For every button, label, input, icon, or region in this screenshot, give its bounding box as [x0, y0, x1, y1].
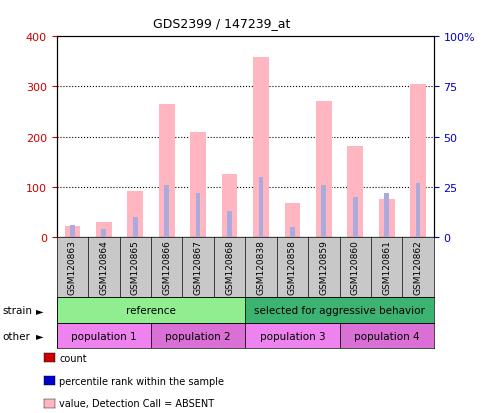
Text: count: count [59, 353, 87, 363]
Text: GSM120858: GSM120858 [288, 239, 297, 294]
Text: ►: ► [35, 331, 43, 341]
Bar [245, 323, 340, 349]
Bar [348, 146, 363, 237]
Text: GSM120868: GSM120868 [225, 239, 234, 294]
Text: selected for aggressive behavior: selected for aggressive behavior [254, 305, 425, 315]
Bar [151, 323, 245, 349]
Bar [57, 297, 245, 323]
Text: population 2: population 2 [165, 331, 231, 341]
Bar [96, 223, 112, 237]
Text: GSM120860: GSM120860 [351, 239, 360, 294]
Bar [353, 197, 357, 237]
Text: strain: strain [2, 305, 33, 315]
Text: GSM120864: GSM120864 [99, 239, 108, 294]
Bar [385, 193, 389, 237]
Bar [159, 105, 175, 237]
Text: GSM120866: GSM120866 [162, 239, 171, 294]
Bar [321, 185, 326, 237]
Bar [196, 193, 201, 237]
Bar [57, 323, 151, 349]
Text: GDS2399 / 147239_at: GDS2399 / 147239_at [153, 17, 290, 29]
Text: GSM120867: GSM120867 [194, 239, 203, 294]
Bar [127, 191, 143, 237]
Text: population 3: population 3 [260, 331, 325, 341]
Text: GSM120863: GSM120863 [68, 239, 77, 294]
Text: GSM120859: GSM120859 [319, 239, 328, 294]
Bar [410, 85, 426, 237]
Bar [164, 185, 169, 237]
Text: GSM120861: GSM120861 [382, 239, 391, 294]
Bar [259, 178, 263, 237]
Text: GSM120862: GSM120862 [414, 239, 423, 294]
Bar [379, 200, 394, 237]
Bar [222, 175, 238, 237]
Bar [316, 101, 332, 237]
Bar [70, 225, 75, 237]
Text: GSM120865: GSM120865 [131, 239, 140, 294]
Text: ►: ► [35, 305, 43, 315]
Bar [245, 297, 434, 323]
Bar [227, 211, 232, 237]
Text: percentile rank within the sample: percentile rank within the sample [59, 376, 224, 386]
Bar [340, 323, 434, 349]
Bar [284, 204, 300, 237]
Bar [253, 58, 269, 237]
Bar [65, 226, 80, 237]
Text: value, Detection Call = ABSENT: value, Detection Call = ABSENT [59, 399, 214, 408]
Bar [102, 230, 106, 237]
Text: reference: reference [126, 305, 176, 315]
Bar [190, 132, 206, 237]
Bar [290, 228, 295, 237]
Text: population 4: population 4 [354, 331, 420, 341]
Bar [416, 183, 421, 237]
Bar [133, 218, 138, 237]
Text: GSM120838: GSM120838 [256, 239, 266, 294]
Text: other: other [2, 331, 31, 341]
Text: population 1: population 1 [71, 331, 137, 341]
